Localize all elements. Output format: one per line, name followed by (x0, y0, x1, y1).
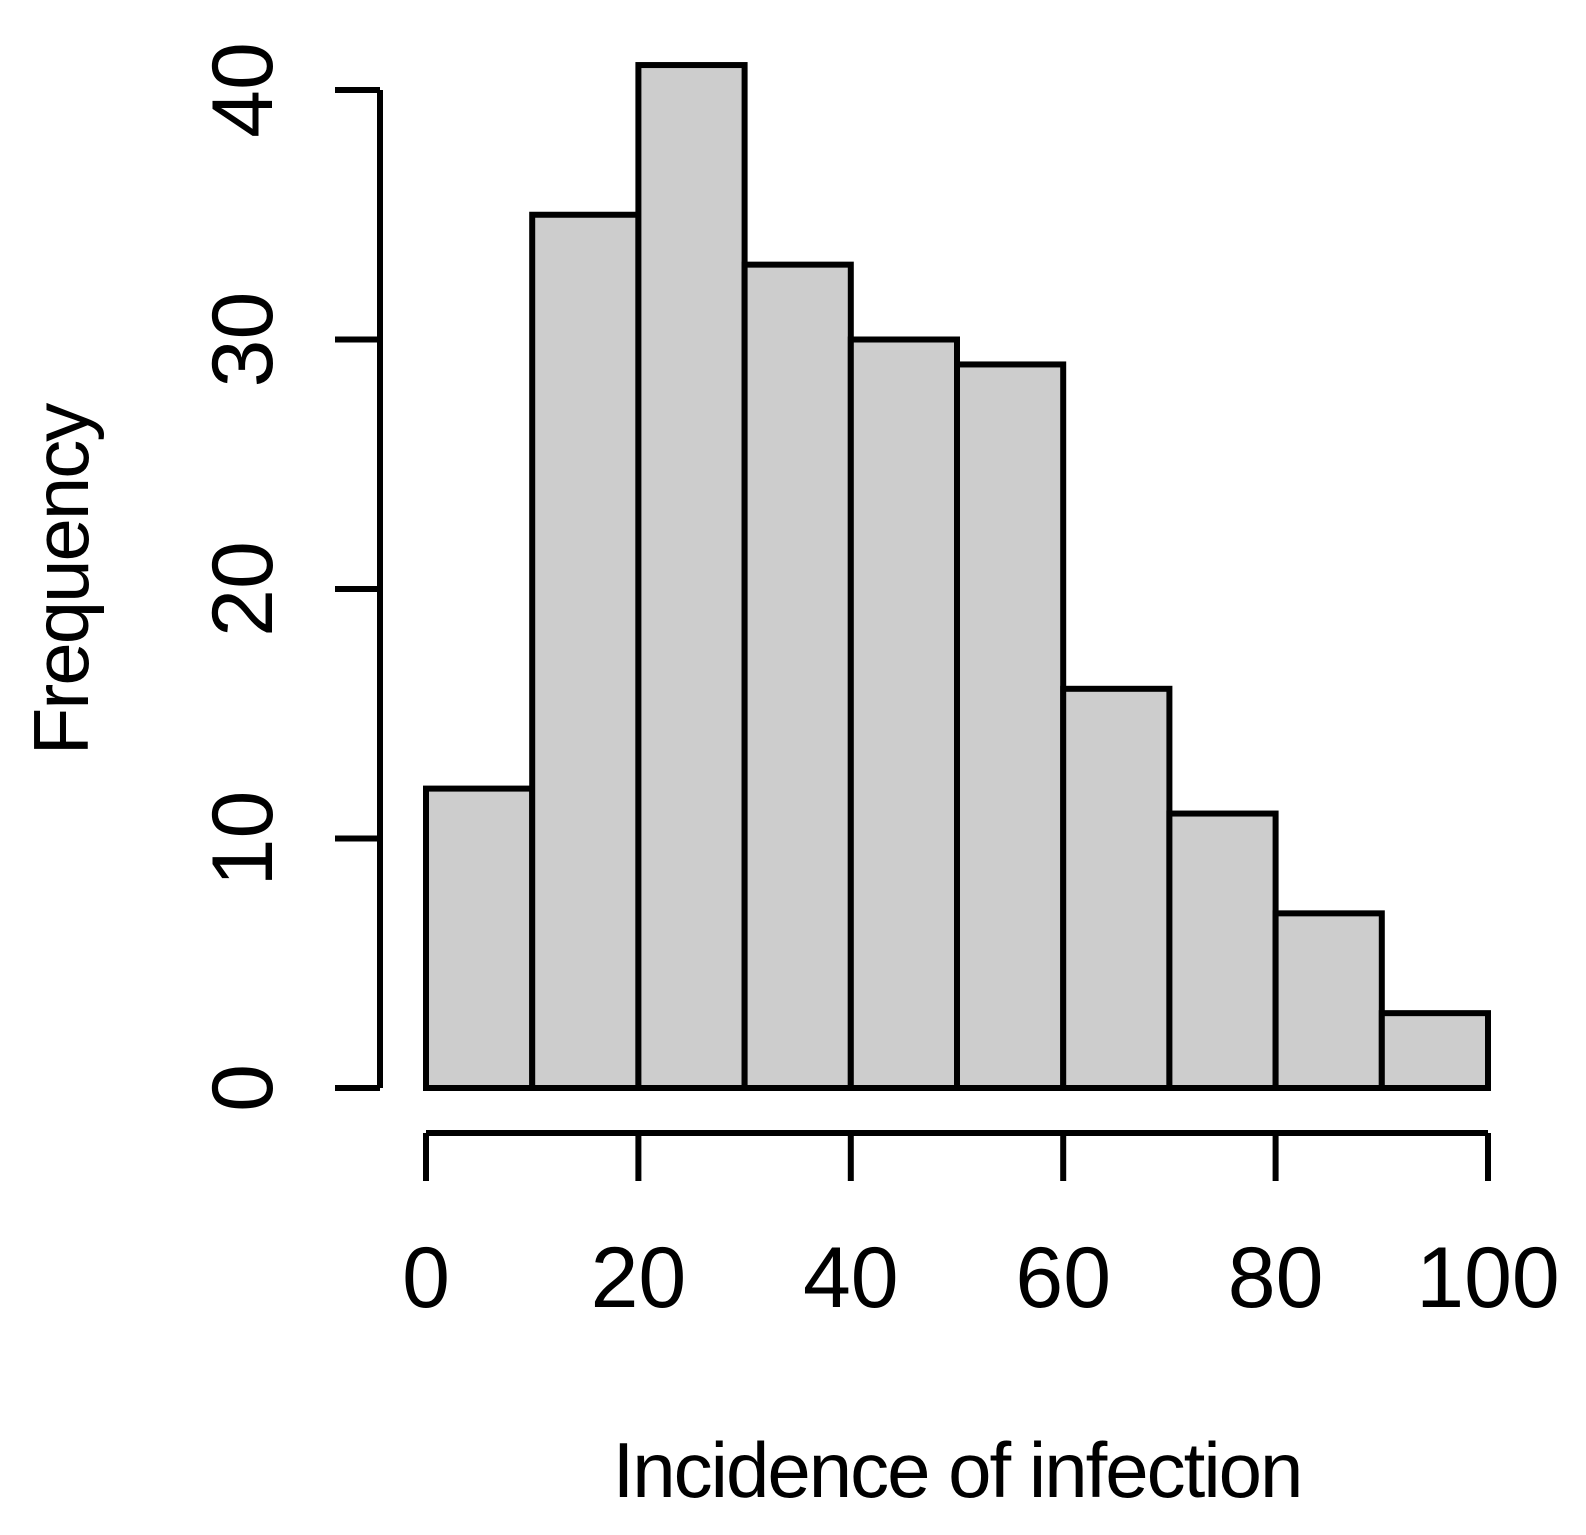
histogram-bar (954, 361, 1067, 1091)
histogram-bar (635, 62, 748, 1092)
histogram-bar (1272, 910, 1385, 1091)
x-tick-label: 100 (1416, 1230, 1560, 1326)
x-tick-label: 40 (803, 1230, 899, 1326)
histogram-bar (1166, 810, 1279, 1091)
histogram-bar (741, 261, 854, 1091)
histogram-bar (847, 336, 960, 1091)
x-axis-label: Incidence of infection (613, 1426, 1302, 1514)
x-tick-label: 80 (1228, 1230, 1324, 1326)
y-tick-label: 10 (195, 791, 291, 887)
x-tick-label: 0 (402, 1230, 450, 1326)
histogram-bar (1060, 685, 1173, 1091)
histogram-bar (529, 211, 642, 1091)
y-tick-label: 20 (195, 541, 291, 637)
x-tick-label: 20 (591, 1230, 687, 1326)
histogram-bar (423, 785, 536, 1091)
bars-group (423, 62, 1492, 1092)
y-tick-label: 40 (195, 42, 291, 138)
histogram-bar (1378, 1010, 1492, 1092)
x-tick-label: 60 (1015, 1230, 1111, 1326)
y-axis-label: Frequency (17, 403, 105, 756)
y-tick-label: 0 (195, 1064, 291, 1112)
axes-group (335, 87, 1491, 1181)
tick-labels-group: 0 20 40 60 80 100 0 10 20 30 40 (195, 42, 1560, 1326)
y-tick-label: 30 (195, 292, 291, 388)
